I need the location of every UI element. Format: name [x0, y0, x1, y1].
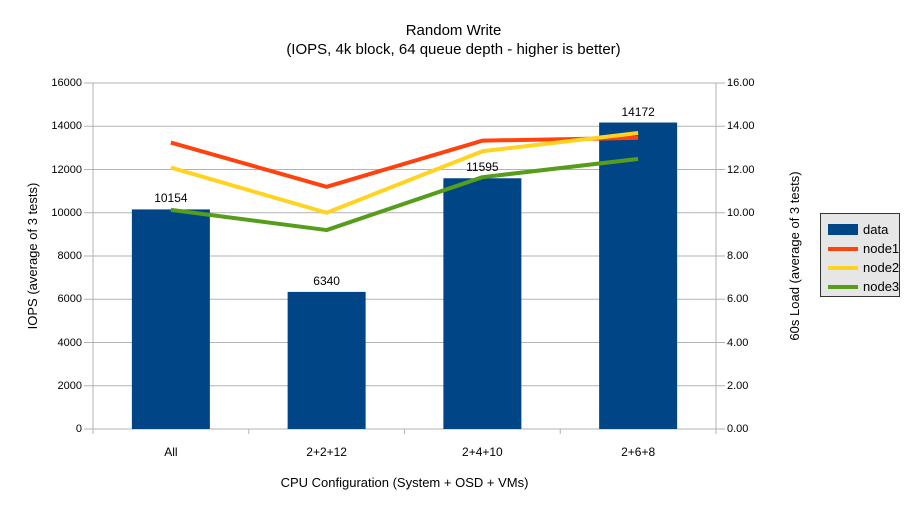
legend-swatch-node3 [828, 284, 858, 289]
y-axis-tick-label-left: 2000 [57, 379, 82, 392]
y-axis-tick-label-left: 10000 [51, 206, 82, 219]
y-axis-tick-label-right: 10.00 [727, 206, 755, 219]
bar-value-label: 11595 [466, 160, 499, 175]
bar-value-label: 10154 [154, 191, 188, 206]
y-axis-tick-label-right: 2.00 [727, 379, 749, 392]
y-axis-tick-label-right: 16.00 [727, 77, 755, 89]
y-axis-tick-label-right: 12.00 [727, 163, 755, 176]
chart-subtitle: (IOPS, 4k block, 64 queue depth - higher… [286, 41, 621, 58]
x-axis-title: CPU Configuration (System + OSD + VMs) [280, 475, 529, 490]
left-axis-title: IOPS (average of 3 tests) [25, 182, 40, 330]
legend-label-node1: node1 [863, 241, 900, 256]
bar-data [131, 209, 210, 429]
y-axis-tick-label-left: 0 [75, 423, 82, 435]
bar-value-label: 6340 [313, 273, 340, 288]
bar-value-label: 14172 [621, 104, 655, 119]
y-axis-tick-label-left: 4000 [57, 336, 82, 349]
x-axis-tick-label: All [164, 445, 178, 459]
legend-row-node1: node1 [828, 239, 899, 258]
y-axis-tick-label-left: 12000 [51, 163, 82, 176]
bar-data [287, 291, 366, 429]
bar-data [443, 178, 522, 429]
legend-row-data: data [828, 220, 899, 239]
x-axis-tick-label: 2+6+8 [621, 445, 656, 459]
y-axis-tick-label-right: 8.00 [727, 250, 749, 262]
y-axis-tick-label-right: 6.00 [727, 293, 749, 306]
line-node3 [170, 156, 639, 233]
legend-label-node2: node2 [863, 260, 900, 275]
right-axis-title: 60s Load (average of 3 tests) [787, 171, 802, 341]
y-axis-tick-label-left: 14000 [51, 120, 82, 133]
legend-label-data: data [863, 222, 889, 237]
y-axis-tick-label-left: 16000 [51, 77, 82, 89]
bar-data [599, 122, 678, 429]
y-axis-tick-label-right: 14.00 [727, 120, 755, 133]
y-axis-tick-label-left: 8000 [57, 250, 82, 262]
chart-title: Random Write [405, 22, 502, 39]
x-axis-tick-label: 2+2+12 [306, 445, 347, 459]
legend: data node1 node2 node3 [820, 213, 900, 297]
legend-swatch-data [828, 224, 858, 235]
title-block: Random Write (IOPS, 4k block, 64 queue d… [0, 21, 907, 59]
legend-row-node3: node3 [828, 277, 899, 296]
line-node1 [170, 135, 639, 189]
legend-label-node3: node3 [863, 279, 900, 294]
y-axis-tick-label-left: 6000 [57, 293, 82, 306]
legend-swatch-node2 [828, 265, 858, 270]
line-node2 [170, 130, 639, 215]
y-axis-tick-label-right: 0.00 [727, 423, 749, 435]
legend-swatch-node1 [828, 246, 858, 251]
legend-row-node2: node2 [828, 258, 899, 277]
y-axis-tick-label-right: 4.00 [727, 336, 749, 349]
x-axis-tick-label: 2+4+10 [462, 445, 503, 459]
